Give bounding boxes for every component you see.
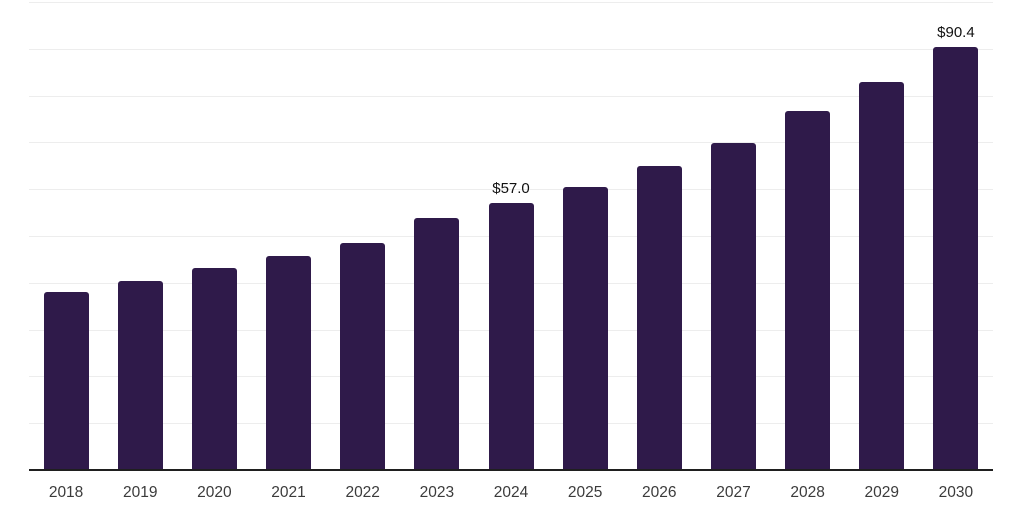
bar-2023 xyxy=(414,218,460,470)
x-tick-label-2025: 2025 xyxy=(567,484,603,501)
bar-2028 xyxy=(785,111,831,470)
x-tick-label-2027: 2027 xyxy=(716,484,751,501)
gridline xyxy=(29,48,993,50)
bar-value-label-2030: $90.4 xyxy=(937,23,975,41)
bar-2018 xyxy=(43,292,89,470)
x-tick-label-2028: 2028 xyxy=(790,484,825,501)
x-tick-label-2029: 2029 xyxy=(864,484,900,501)
x-tick-label-2020: 2020 xyxy=(197,484,232,501)
x-tick-label-2021: 2021 xyxy=(271,484,306,501)
x-tick-label-2023: 2023 xyxy=(419,484,455,501)
gridline xyxy=(29,142,993,144)
bar-2025 xyxy=(562,187,608,470)
bar-2026 xyxy=(636,166,682,470)
x-tick-label-2018: 2018 xyxy=(48,484,84,501)
gridline xyxy=(29,95,993,97)
x-axis-line xyxy=(29,469,993,471)
gridline xyxy=(29,2,993,3)
plot-area: $57.0 $90.4 xyxy=(29,2,993,470)
bar-2019 xyxy=(117,280,163,470)
x-tick-label-2030: 2030 xyxy=(938,484,974,501)
bar-2030 xyxy=(933,46,979,470)
x-tick-label-2022: 2022 xyxy=(345,484,380,501)
bar-2020 xyxy=(191,267,237,470)
x-tick-label-2024: 2024 xyxy=(493,484,529,501)
bar-value-label-2024: $57.0 xyxy=(492,180,530,198)
bar-2024 xyxy=(488,203,534,470)
bar-2021 xyxy=(266,256,312,470)
bar-2029 xyxy=(859,81,905,470)
bar-2027 xyxy=(710,142,756,470)
gridline xyxy=(29,189,993,191)
bar-2022 xyxy=(340,242,386,470)
x-tick-label-2026: 2026 xyxy=(642,484,677,501)
x-tick-label-2019: 2019 xyxy=(122,484,158,501)
